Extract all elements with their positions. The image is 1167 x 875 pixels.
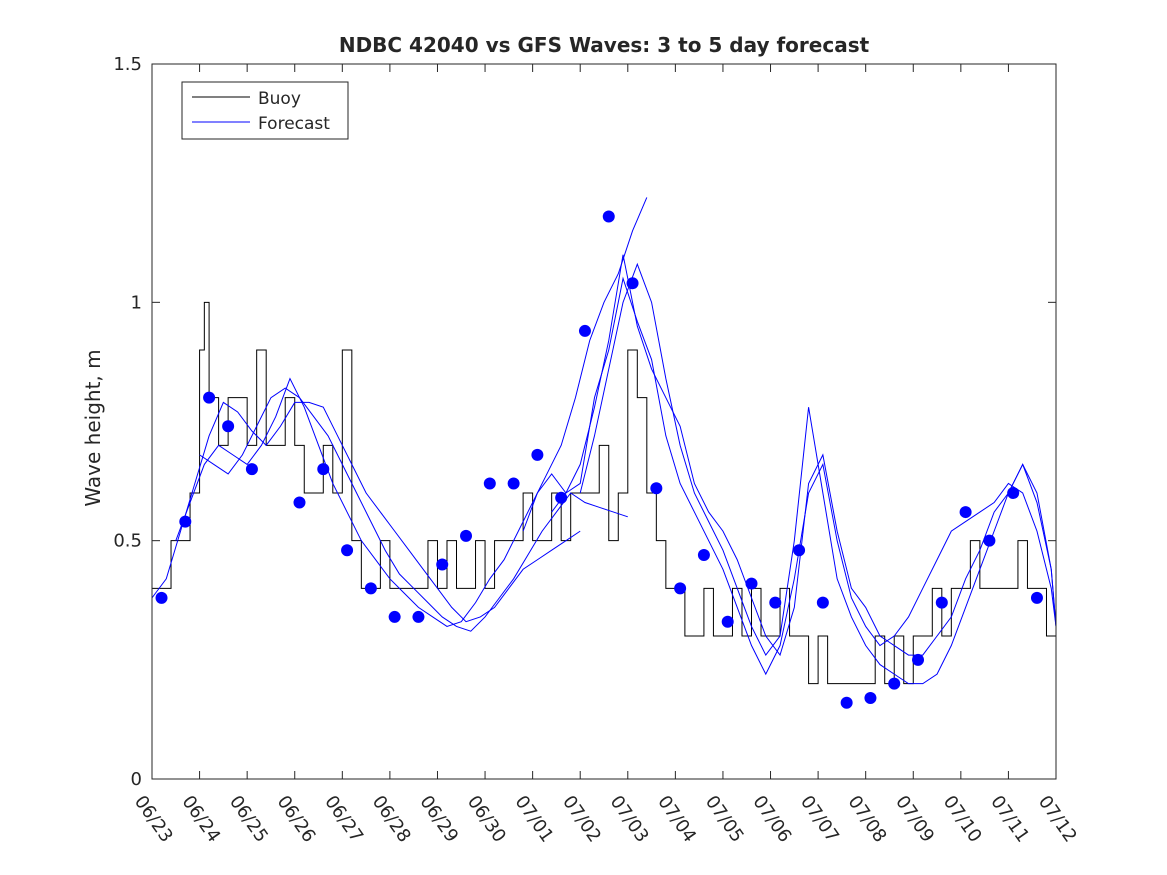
forecast-run-line-1 bbox=[151, 401, 581, 623]
forecast-marker bbox=[412, 610, 425, 623]
x-tick-label: 07/12 bbox=[1034, 792, 1081, 847]
forecast-marker bbox=[935, 596, 948, 609]
forecast-marker bbox=[674, 582, 687, 595]
x-tick-label: 06/26 bbox=[273, 792, 320, 847]
x-tick-label: 07/02 bbox=[558, 792, 605, 847]
forecast-marker bbox=[912, 653, 925, 666]
x-tick-label: 06/23 bbox=[130, 792, 177, 847]
forecast-marker bbox=[245, 463, 258, 476]
x-tick-label: 06/24 bbox=[177, 792, 224, 847]
forecast-marker bbox=[1030, 591, 1043, 604]
chart-title: NDBC 42040 vs GFS Waves: 3 to 5 day fore… bbox=[339, 33, 870, 57]
y-axis: 0 0.5 1 1.5 bbox=[113, 54, 1056, 790]
x-tick-label: 07/01 bbox=[511, 792, 558, 847]
forecast-marker bbox=[555, 491, 568, 504]
forecast-marker bbox=[155, 591, 168, 604]
legend-label-buoy: Buoy bbox=[258, 89, 301, 109]
forecast-marker bbox=[983, 534, 996, 547]
x-tick-label: 06/28 bbox=[368, 792, 415, 847]
forecast-marker bbox=[317, 463, 330, 476]
y-tick-label: 1 bbox=[131, 292, 142, 313]
x-tick-label: 07/04 bbox=[653, 792, 700, 847]
y-axis-label: Wave height, m bbox=[81, 349, 105, 506]
x-tick-label: 07/06 bbox=[748, 792, 795, 847]
forecast-marker bbox=[364, 582, 377, 595]
legend-box bbox=[181, 81, 349, 140]
forecast-marker bbox=[222, 420, 235, 433]
forecast-run-line-4 bbox=[579, 262, 1057, 685]
forecast-marker bbox=[840, 696, 853, 709]
legend: Buoy Forecast bbox=[181, 81, 349, 140]
axes-box bbox=[151, 63, 1057, 780]
forecast-marker bbox=[769, 596, 782, 609]
forecast-marker bbox=[436, 558, 449, 571]
forecast-marker bbox=[578, 324, 591, 337]
x-tick-label: 06/30 bbox=[463, 792, 510, 847]
forecast-marker bbox=[745, 577, 758, 590]
forecast-marker bbox=[203, 391, 216, 404]
plot-area bbox=[151, 197, 1057, 709]
x-tick-label: 07/11 bbox=[986, 792, 1033, 847]
forecast-marker bbox=[816, 596, 829, 609]
forecast-run-line-2 bbox=[199, 387, 628, 632]
forecast-marker bbox=[388, 610, 401, 623]
forecast-marker bbox=[341, 544, 354, 557]
y-tick-label: 1.5 bbox=[113, 54, 142, 75]
x-tick-label: 06/29 bbox=[415, 792, 462, 847]
x-tick-label: 06/25 bbox=[225, 792, 272, 847]
forecast-marker bbox=[697, 548, 710, 561]
forecast-marker bbox=[460, 529, 473, 542]
forecast-marker bbox=[507, 477, 520, 490]
forecast-marker bbox=[626, 277, 639, 290]
forecast-marker bbox=[531, 448, 544, 461]
forecast-marker bbox=[888, 677, 901, 690]
forecast-marker bbox=[959, 506, 972, 519]
forecast-run-line-6 bbox=[522, 276, 1057, 676]
forecast-marker bbox=[483, 477, 496, 490]
forecast-run-line-3 bbox=[175, 197, 648, 628]
x-tick-label: 07/09 bbox=[891, 792, 938, 847]
buoy-series-line bbox=[152, 301, 1056, 685]
forecast-marker bbox=[602, 210, 615, 223]
x-tick-label: 07/07 bbox=[796, 792, 843, 847]
y-tick-label: 0 bbox=[131, 769, 142, 790]
forecast-marker bbox=[721, 615, 734, 628]
y-tick-label: 0.5 bbox=[113, 531, 142, 552]
forecast-marker bbox=[179, 515, 192, 528]
forecast-marker bbox=[650, 482, 663, 495]
x-tick-label: 06/27 bbox=[320, 792, 367, 847]
forecast-marker bbox=[1007, 487, 1020, 499]
legend-label-forecast: Forecast bbox=[258, 114, 330, 134]
x-tick-label: 07/03 bbox=[606, 792, 653, 847]
forecast-marker bbox=[793, 544, 806, 557]
forecast-run-line-5 bbox=[551, 254, 1057, 657]
x-axis: 06/23 06/24 06/25 06/26 06/27 06/28 06/29 06/30… bbox=[130, 64, 1081, 846]
x-tick-label: 07/05 bbox=[701, 792, 748, 847]
forecast-marker bbox=[864, 691, 877, 704]
x-tick-label: 07/10 bbox=[939, 792, 986, 847]
x-tick-label: 07/08 bbox=[844, 792, 891, 847]
forecast-marker bbox=[293, 496, 306, 509]
